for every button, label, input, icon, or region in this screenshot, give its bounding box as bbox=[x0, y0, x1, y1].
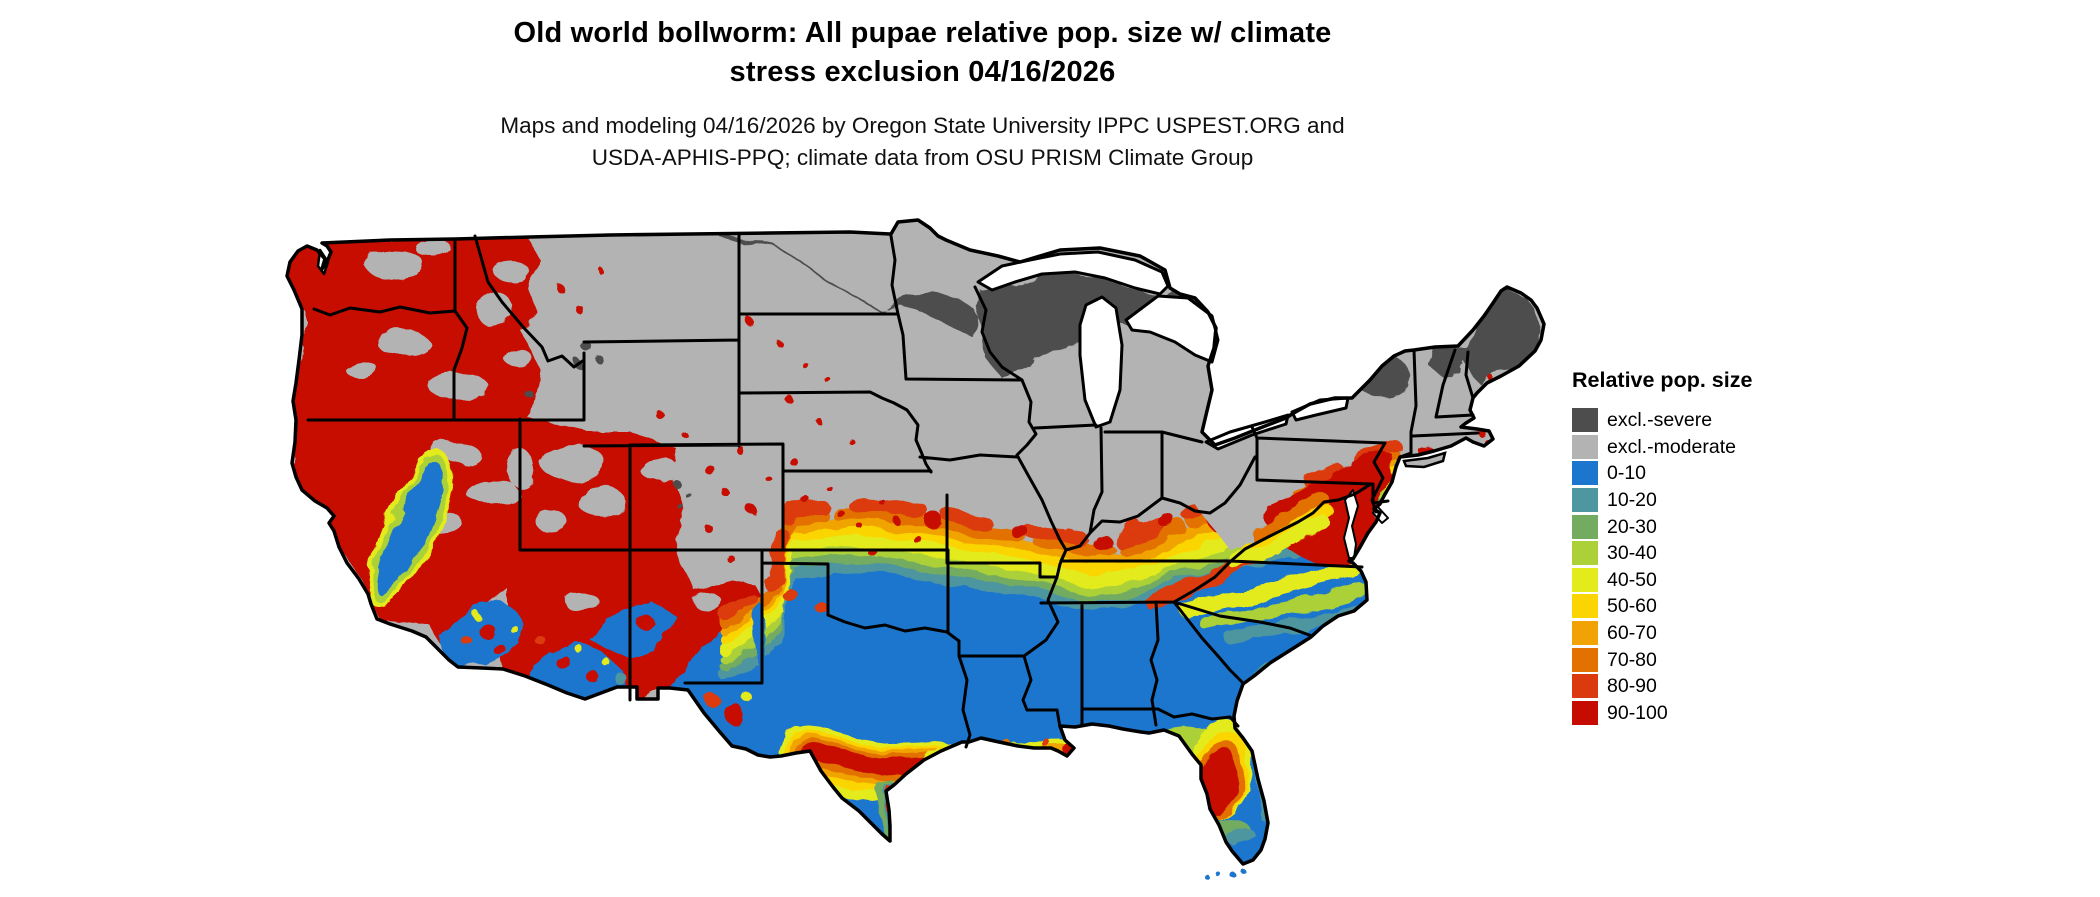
legend-swatch-50-60 bbox=[1572, 594, 1598, 619]
lake-superior bbox=[976, 250, 1170, 296]
socal-low bbox=[440, 600, 525, 668]
legend-label: 70-80 bbox=[1607, 648, 1657, 671]
legend-swatch-30-40 bbox=[1572, 541, 1598, 566]
legend-label: 0-10 bbox=[1607, 462, 1647, 485]
florida-keys bbox=[1205, 868, 1246, 881]
legend-swatch-60-70 bbox=[1572, 621, 1598, 646]
map-subtitle: Maps and modeling 04/16/2026 by Oregon S… bbox=[0, 110, 1845, 174]
title-line-1: Old world bollworm: All pupae relative p… bbox=[513, 17, 1332, 49]
legend-item-20-30: 20-30 bbox=[1572, 513, 1872, 540]
legend-label: 10-20 bbox=[1607, 489, 1657, 512]
legend-swatch-40-50 bbox=[1572, 567, 1598, 592]
legend-item-50-60: 50-60 bbox=[1572, 593, 1872, 620]
legend-label: 40-50 bbox=[1607, 568, 1657, 591]
legend-label: 30-40 bbox=[1607, 542, 1657, 565]
arizona-low bbox=[530, 600, 675, 699]
legend-swatch-20-30 bbox=[1572, 514, 1598, 539]
west-texas-red-spots bbox=[705, 693, 755, 725]
legend-swatch-excl.-severe bbox=[1572, 408, 1598, 433]
legend-item-excl.-moderate: excl.-moderate bbox=[1572, 434, 1872, 461]
legend-item-80-90: 80-90 bbox=[1572, 673, 1872, 700]
map-legend: Relative pop. size excl.-severe excl.-mod… bbox=[1572, 368, 1872, 726]
map-title: Old world bollworm: All pupae relative p… bbox=[0, 14, 1845, 92]
legend-item-70-80: 70-80 bbox=[1572, 646, 1872, 673]
water-bodies bbox=[316, 248, 1389, 559]
legend-label: 90-100 bbox=[1607, 701, 1668, 724]
state-borders bbox=[306, 232, 1480, 749]
legend-label: 50-60 bbox=[1607, 595, 1657, 618]
subtitle-line-1: Maps and modeling 04/16/2026 by Oregon S… bbox=[500, 113, 1345, 138]
mountain-severe-specks bbox=[526, 345, 689, 509]
legend-item-excl.-severe: excl.-severe bbox=[1572, 407, 1872, 434]
legend-rows: excl.-severe excl.-moderate 0-10 10-20 20-30… bbox=[1572, 407, 1872, 726]
legend-label: 80-90 bbox=[1607, 675, 1657, 698]
subtitle-line-2: USDA-APHIS-PPQ; climate data from OSU PR… bbox=[591, 145, 1254, 170]
legend-swatch-0-10 bbox=[1572, 461, 1598, 486]
legend-label: 60-70 bbox=[1607, 622, 1657, 645]
legend-item-40-50: 40-50 bbox=[1572, 567, 1872, 594]
lake-huron bbox=[1124, 294, 1220, 364]
legend-swatch-80-90 bbox=[1572, 674, 1598, 699]
legend-item-10-20: 10-20 bbox=[1572, 487, 1872, 514]
legend-swatch-excl.-moderate bbox=[1572, 434, 1598, 459]
long-island bbox=[1402, 451, 1447, 469]
legend-swatch-70-80 bbox=[1572, 647, 1598, 672]
legend-item-0-10: 0-10 bbox=[1572, 460, 1872, 487]
california-valley bbox=[367, 452, 453, 608]
plains-red-speckles bbox=[558, 269, 924, 564]
title-line-2: stress exclusion 04/16/2026 bbox=[729, 56, 1116, 88]
legend-item-90-100: 90-100 bbox=[1572, 700, 1872, 727]
legend-item-30-40: 30-40 bbox=[1572, 540, 1872, 567]
us-risk-map bbox=[230, 170, 1560, 892]
legend-label: excl.-severe bbox=[1607, 409, 1713, 432]
louisiana-coast-40-50 bbox=[936, 752, 1062, 767]
legend-title: Relative pop. size bbox=[1572, 368, 1753, 392]
chesapeake-bay bbox=[1343, 489, 1359, 559]
legend-item-60-70: 60-70 bbox=[1572, 620, 1872, 647]
region-adirondacks-severe bbox=[1354, 355, 1410, 397]
legend-swatch-10-20 bbox=[1572, 488, 1598, 513]
louisiana-coast-60-70 bbox=[936, 750, 1062, 765]
legend-label: excl.-moderate bbox=[1607, 435, 1736, 458]
midatlantic-fringe bbox=[1226, 492, 1333, 568]
legend-swatch-90-100 bbox=[1572, 700, 1598, 725]
legend-label: 20-30 bbox=[1607, 515, 1657, 538]
lake-michigan bbox=[1078, 295, 1124, 429]
